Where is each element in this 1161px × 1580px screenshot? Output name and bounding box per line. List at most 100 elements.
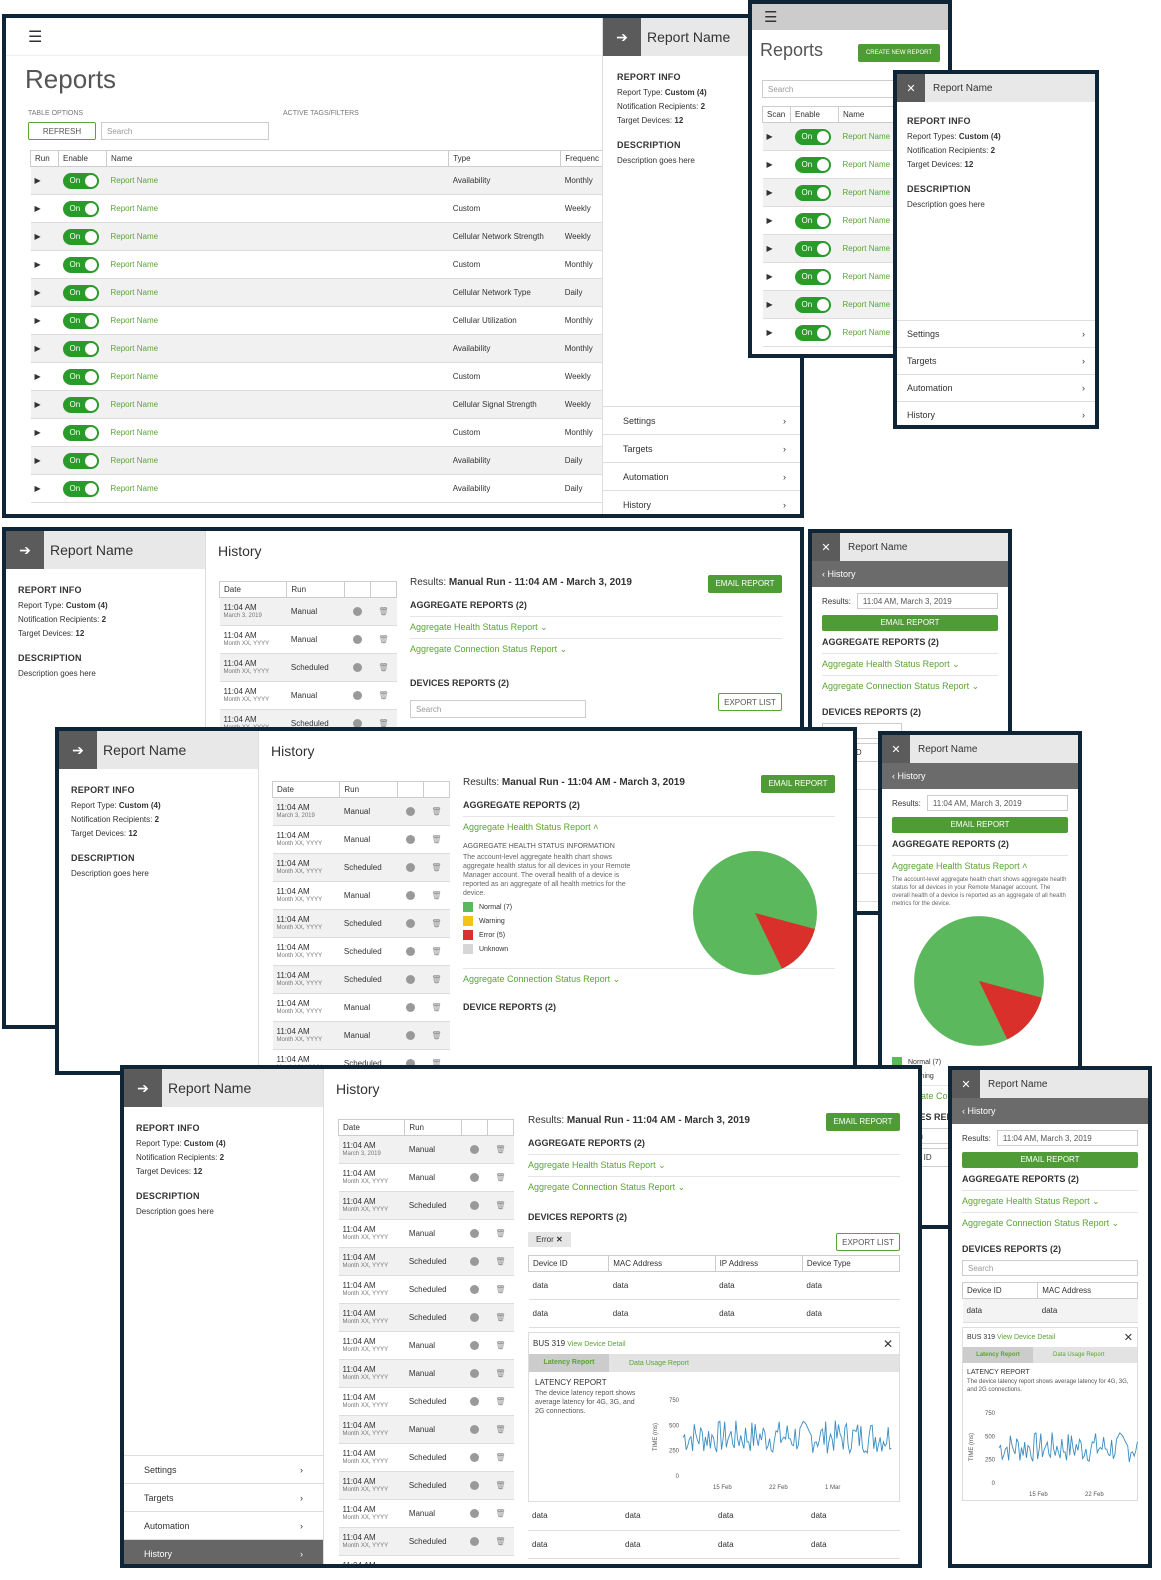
- enable-toggle[interactable]: On: [62, 340, 99, 357]
- trash-icon[interactable]: 🗑: [370, 681, 397, 710]
- table-row[interactable]: ▶ On Report Name Availability Daily: [30, 446, 604, 475]
- download-icon[interactable]: [406, 1031, 415, 1041]
- trash-icon[interactable]: 🗑: [487, 1191, 514, 1220]
- table-row[interactable]: ▶ On Report Name Availability Monthly: [30, 334, 604, 363]
- arrow-right-icon[interactable]: ➔: [6, 531, 44, 569]
- device-search-input[interactable]: Search: [962, 1260, 1138, 1276]
- play-icon[interactable]: ▶: [762, 122, 791, 151]
- arrow-right-icon[interactable]: ➔: [124, 1069, 162, 1107]
- play-icon[interactable]: ▶: [30, 418, 59, 447]
- trash-icon[interactable]: 🗑: [487, 1443, 514, 1472]
- col-frequency[interactable]: Frequenc: [560, 150, 604, 167]
- play-icon[interactable]: ▶: [30, 306, 59, 335]
- download-icon[interactable]: [353, 691, 362, 701]
- download-icon[interactable]: [470, 1397, 479, 1407]
- table-row[interactable]: data data data data: [528, 1299, 900, 1328]
- download-icon[interactable]: [406, 891, 415, 901]
- agg-conn-link[interactable]: Aggregate Connection Status Report ⌄: [962, 1212, 1138, 1234]
- table-row[interactable]: data data data data: [528, 1530, 900, 1559]
- trash-icon[interactable]: 🗑: [487, 1527, 514, 1556]
- trash-icon[interactable]: 🗑: [487, 1499, 514, 1528]
- trash-icon[interactable]: 🗑: [487, 1163, 514, 1192]
- report-name-link[interactable]: Report Name: [106, 222, 449, 251]
- col-mac[interactable]: MAC Address: [1037, 1282, 1138, 1299]
- download-icon[interactable]: [406, 835, 415, 845]
- search-input[interactable]: Search: [101, 122, 269, 140]
- play-icon[interactable]: ▶: [30, 166, 59, 195]
- close-icon[interactable]: ✕: [882, 1337, 893, 1351]
- enable-toggle[interactable]: On: [62, 396, 99, 413]
- play-icon[interactable]: ▶: [762, 290, 791, 319]
- col-mac[interactable]: MAC Address: [608, 1255, 716, 1272]
- col-date[interactable]: Date: [337, 1119, 406, 1136]
- download-icon[interactable]: [470, 1145, 479, 1155]
- enable-toggle[interactable]: On: [794, 156, 831, 173]
- agg-health-link[interactable]: Aggregate Health Status Report ⌄: [528, 1154, 900, 1176]
- table-row[interactable]: 11:04 AM March 3, 2019 Manual 🗑: [272, 797, 450, 826]
- col-device-type[interactable]: Device Type: [801, 1255, 901, 1272]
- close-icon[interactable]: ✕: [1123, 1332, 1133, 1344]
- table-row[interactable]: ▶ On Report Name Custom Weekly: [30, 194, 604, 223]
- col-type[interactable]: Type: [448, 150, 562, 167]
- download-icon[interactable]: [406, 1059, 415, 1069]
- results-select[interactable]: 11:04 AM, March 3, 2019: [856, 593, 998, 609]
- nav-automation[interactable]: Automation ›: [124, 1511, 323, 1539]
- col-run[interactable]: Run: [404, 1119, 462, 1136]
- download-icon[interactable]: [470, 1509, 479, 1519]
- col-ip[interactable]: IP Address: [714, 1255, 803, 1272]
- trash-icon[interactable]: 🗑: [487, 1247, 514, 1276]
- export-list-button[interactable]: EXPORT LIST: [718, 693, 782, 711]
- arrow-right-icon[interactable]: ➔: [59, 731, 97, 769]
- report-name-link[interactable]: Report Name: [106, 334, 449, 363]
- download-icon[interactable]: [470, 1425, 479, 1435]
- table-row[interactable]: data data data data: [528, 1271, 900, 1300]
- tab-latency[interactable]: Latency Report: [963, 1347, 1033, 1363]
- table-row[interactable]: ▶ On Report Name Custom Monthly: [30, 418, 604, 447]
- col-run[interactable]: Run: [286, 581, 345, 598]
- email-report-button[interactable]: EMAIL REPORT: [708, 575, 782, 593]
- col-run[interactable]: Run: [30, 150, 59, 167]
- trash-icon[interactable]: 🗑: [487, 1219, 514, 1248]
- col-scan[interactable]: Scan: [762, 106, 791, 123]
- download-icon[interactable]: [353, 719, 362, 729]
- agg-health-link[interactable]: Aggregate Health Status Report ⌄: [822, 653, 998, 675]
- tab-data-usage[interactable]: Data Usage Report: [1053, 1352, 1105, 1358]
- col-date[interactable]: Date: [271, 781, 341, 798]
- table-row[interactable]: ▶ On Report Name Cellular Network Streng…: [30, 222, 604, 251]
- enable-toggle[interactable]: On: [62, 312, 99, 329]
- agg-health-link[interactable]: Aggregate Health Status Report ˄: [463, 816, 835, 837]
- hamburger-icon[interactable]: ☰: [764, 9, 778, 26]
- agg-conn-link[interactable]: Aggregate Connection Status Report ⌄: [410, 638, 782, 660]
- health-pie-chart[interactable]: [691, 849, 819, 977]
- download-icon[interactable]: [470, 1537, 479, 1547]
- download-icon[interactable]: [406, 863, 415, 873]
- download-icon[interactable]: [470, 1313, 479, 1323]
- back-history[interactable]: ‹ History: [812, 561, 1008, 587]
- tab-data-usage[interactable]: Data Usage Report: [629, 1359, 689, 1367]
- table-row[interactable]: 11:04 AM March 3, 2019 Manual 🗑: [338, 1135, 514, 1164]
- trash-icon[interactable]: 🗑: [423, 965, 450, 994]
- table-row[interactable]: ▶ On Report Name Cellular Utilization Mo…: [30, 306, 604, 335]
- download-icon[interactable]: [406, 807, 415, 817]
- results-select[interactable]: 11:04 AM, March 3, 2019: [926, 795, 1068, 811]
- trash-icon[interactable]: 🗑: [487, 1555, 514, 1564]
- enable-toggle[interactable]: On: [794, 212, 831, 229]
- play-icon[interactable]: ▶: [30, 250, 59, 279]
